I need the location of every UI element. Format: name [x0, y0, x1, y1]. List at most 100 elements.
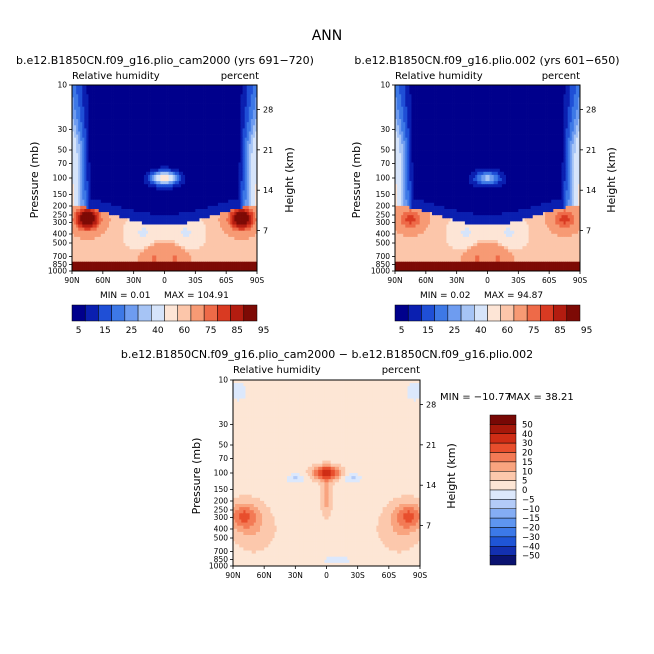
- heatmap-cell: [115, 246, 118, 250]
- heatmap-cell: [102, 221, 106, 225]
- heatmap-cell: [137, 233, 141, 238]
- heatmap-cell: [76, 94, 79, 98]
- heatmap-cell: [209, 100, 213, 104]
- heatmap-cell: [86, 122, 89, 126]
- heatmap-cell: [152, 240, 155, 244]
- heatmap-cell: [94, 230, 98, 235]
- heatmap-cell: [195, 212, 198, 216]
- heatmap-cell: [246, 137, 250, 142]
- heatmap-cell: [224, 100, 227, 104]
- heatmap-cell: [96, 184, 100, 188]
- heatmap-cell: [222, 85, 225, 89]
- heatmap-cell: [176, 227, 180, 232]
- heatmap-cell: [193, 199, 196, 204]
- heatmap-cell: [127, 218, 130, 222]
- heatmap-cell: [111, 165, 114, 170]
- heatmap-cell: [121, 184, 124, 188]
- heatmap-cell: [234, 156, 237, 160]
- heatmap-cell: [166, 112, 169, 117]
- heatmap-cell: [230, 224, 233, 228]
- heatmap-cell: [80, 103, 83, 108]
- heatmap-cell: [248, 187, 252, 191]
- heatmap-cell: [127, 165, 130, 170]
- heatmap-cell: [240, 119, 243, 123]
- heatmap-cell: [104, 165, 108, 170]
- heatmap-cell: [156, 181, 159, 185]
- heatmap-cell: [96, 199, 100, 204]
- heatmap-cell: [185, 147, 188, 151]
- heatmap-cell: [252, 196, 256, 201]
- heatmap-cell: [102, 227, 106, 232]
- heatmap-cell: [76, 187, 79, 191]
- heatmap-cell: [98, 187, 102, 191]
- heatmap-cell: [234, 165, 237, 170]
- heatmap-cell: [174, 147, 178, 151]
- heatmap-cell: [125, 243, 128, 247]
- heatmap-cell: [240, 122, 243, 126]
- heatmap-cell: [209, 205, 213, 210]
- heatmap-cell: [252, 165, 256, 170]
- heatmap-cell: [203, 112, 206, 117]
- heatmap-cell: [119, 240, 122, 244]
- heatmap-cell: [238, 205, 241, 210]
- heatmap-cell: [228, 109, 231, 114]
- heatmap-cell: [164, 153, 167, 157]
- heatmap-cell: [131, 103, 135, 108]
- heatmap-cell: [172, 100, 176, 104]
- heatmap-cell: [193, 205, 196, 210]
- heatmap-cell: [154, 215, 157, 219]
- heatmap-cell: [102, 184, 106, 188]
- heatmap-cell: [139, 156, 143, 160]
- heatmap-cell: [207, 174, 211, 179]
- heatmap-cell: [92, 103, 95, 108]
- heatmap-cell: [234, 140, 237, 145]
- heatmap-cell: [226, 202, 229, 207]
- heatmap-cell: [125, 252, 128, 256]
- heatmap-cell: [152, 119, 155, 123]
- heatmap-cell: [106, 224, 110, 228]
- heatmap-cell: [193, 236, 196, 241]
- heatmap-cell: [254, 165, 258, 170]
- heatmap-cell: [222, 131, 225, 135]
- heatmap-cell: [234, 103, 237, 108]
- heatmap-cell: [115, 255, 118, 259]
- heatmap-cell: [146, 119, 149, 123]
- heatmap-cell: [201, 100, 204, 104]
- heatmap-cell: [158, 116, 161, 120]
- heatmap-cell: [88, 255, 91, 259]
- heatmap-cell: [197, 128, 200, 132]
- heatmap-cell: [92, 202, 95, 207]
- heatmap-cell: [211, 168, 215, 173]
- heatmap-cell: [195, 97, 198, 101]
- heatmap-cell: [238, 218, 241, 222]
- heatmap-cell: [92, 209, 95, 213]
- heatmap-cell: [215, 227, 219, 232]
- heatmap-cell: [209, 227, 213, 232]
- heatmap-cell: [224, 106, 227, 111]
- heatmap-cell: [176, 205, 180, 210]
- heatmap-cell: [242, 88, 246, 92]
- heatmap-cell: [217, 218, 221, 222]
- heatmap-cell: [215, 150, 219, 154]
- heatmap-cell: [215, 128, 219, 132]
- heatmap-cell: [170, 116, 174, 120]
- heatmap-cell: [197, 184, 200, 188]
- heatmap-cell: [201, 190, 204, 194]
- heatmap-cell: [96, 255, 100, 259]
- heatmap-cell: [82, 125, 85, 129]
- heatmap-cell: [207, 184, 211, 188]
- heatmap-cell: [113, 131, 116, 135]
- heatmap-cell: [224, 178, 227, 182]
- heatmap-cell: [228, 122, 231, 126]
- heatmap-cell: [207, 131, 211, 135]
- heatmap-cell: [106, 212, 110, 216]
- heatmap-cell: [213, 156, 217, 160]
- heatmap-cell: [209, 218, 213, 222]
- heatmap-cell: [162, 202, 165, 207]
- heatmap-cell: [213, 88, 217, 92]
- heatmap-cell: [238, 168, 241, 173]
- heatmap-cell: [137, 147, 141, 151]
- heatmap-cell: [86, 168, 89, 173]
- heatmap-cell: [146, 97, 149, 101]
- heatmap-cell: [162, 168, 165, 173]
